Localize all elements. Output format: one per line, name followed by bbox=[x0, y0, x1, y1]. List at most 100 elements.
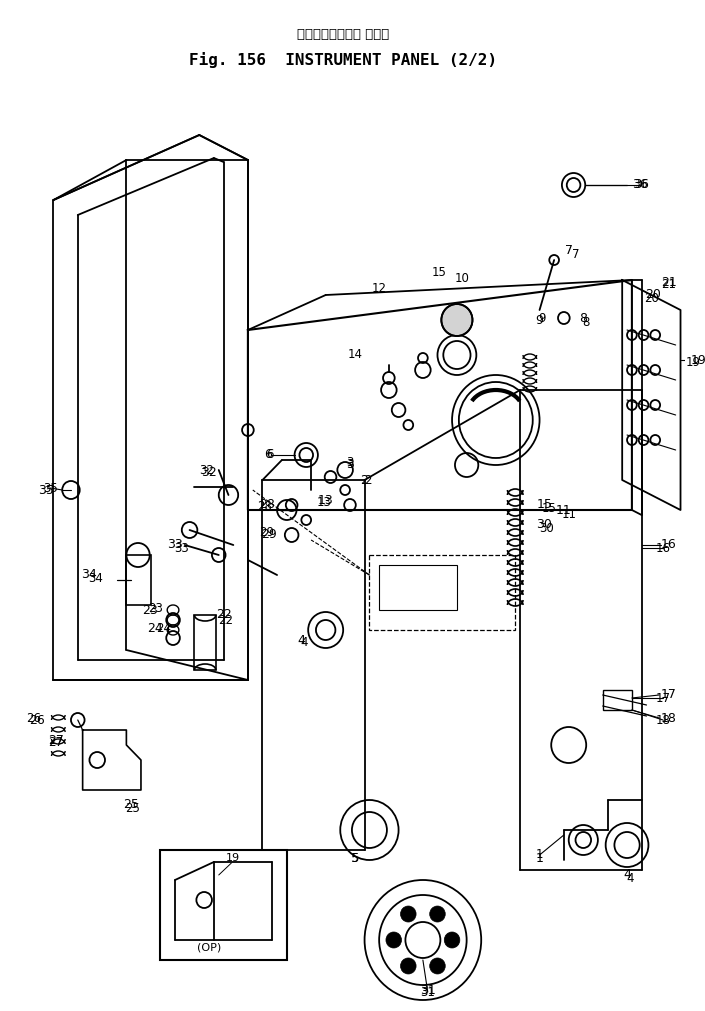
Text: 11: 11 bbox=[561, 509, 576, 522]
Circle shape bbox=[300, 448, 313, 462]
Circle shape bbox=[627, 400, 637, 410]
Text: 17: 17 bbox=[661, 688, 677, 702]
Text: 4: 4 bbox=[300, 636, 308, 648]
Text: 12: 12 bbox=[372, 281, 386, 294]
Text: 31: 31 bbox=[420, 986, 435, 999]
Circle shape bbox=[639, 435, 649, 445]
Text: 22: 22 bbox=[216, 609, 231, 622]
Text: 14: 14 bbox=[348, 349, 362, 362]
Text: 3: 3 bbox=[346, 456, 354, 468]
Text: 36: 36 bbox=[632, 179, 648, 191]
Text: (OP): (OP) bbox=[197, 942, 221, 952]
Bar bbox=[369, 555, 515, 630]
Text: 36: 36 bbox=[634, 179, 649, 191]
Text: 25: 25 bbox=[125, 802, 140, 815]
Text: 15: 15 bbox=[537, 498, 552, 512]
Text: 3: 3 bbox=[346, 459, 354, 471]
Text: 4: 4 bbox=[623, 868, 631, 882]
Text: 19: 19 bbox=[686, 356, 701, 368]
Bar bbox=[195, 615, 216, 670]
Circle shape bbox=[400, 906, 416, 922]
Text: 7: 7 bbox=[572, 249, 580, 262]
Circle shape bbox=[651, 365, 660, 375]
Circle shape bbox=[429, 906, 446, 922]
Text: 2: 2 bbox=[361, 473, 369, 486]
Text: 32: 32 bbox=[200, 463, 214, 476]
Text: 19: 19 bbox=[690, 354, 705, 367]
Text: 1: 1 bbox=[536, 851, 544, 864]
Text: 4: 4 bbox=[626, 871, 634, 885]
Text: Fig. 156  INSTRUMENT PANEL (2/2): Fig. 156 INSTRUMENT PANEL (2/2) bbox=[189, 52, 497, 68]
Bar bbox=[379, 565, 457, 610]
Text: 11: 11 bbox=[556, 503, 572, 517]
Text: 28: 28 bbox=[257, 499, 272, 513]
Text: 5: 5 bbox=[351, 851, 359, 864]
Text: 33: 33 bbox=[174, 542, 189, 554]
Text: 17: 17 bbox=[656, 692, 670, 705]
Text: 24: 24 bbox=[156, 622, 171, 635]
Text: 6: 6 bbox=[264, 449, 272, 461]
Bar bbox=[161, 850, 287, 960]
Circle shape bbox=[639, 365, 649, 375]
Text: 10: 10 bbox=[454, 272, 470, 284]
Text: 29: 29 bbox=[262, 529, 277, 542]
Circle shape bbox=[627, 330, 637, 340]
Text: 32: 32 bbox=[201, 465, 217, 478]
Text: 6: 6 bbox=[266, 449, 274, 461]
Text: 8: 8 bbox=[580, 311, 587, 325]
Circle shape bbox=[627, 435, 637, 445]
Text: 19: 19 bbox=[226, 853, 240, 863]
Text: 25: 25 bbox=[123, 799, 139, 812]
Text: 20: 20 bbox=[645, 288, 661, 301]
Text: 34: 34 bbox=[88, 571, 103, 584]
Text: 24: 24 bbox=[147, 622, 164, 635]
Text: 26: 26 bbox=[27, 712, 42, 725]
Text: 33: 33 bbox=[167, 539, 183, 551]
Text: 26: 26 bbox=[29, 714, 45, 727]
Text: 8: 8 bbox=[582, 315, 590, 329]
Circle shape bbox=[651, 330, 660, 340]
Circle shape bbox=[639, 330, 649, 340]
Text: 1: 1 bbox=[536, 848, 544, 861]
Text: 16: 16 bbox=[661, 539, 677, 551]
Text: 18: 18 bbox=[656, 714, 670, 727]
Text: 30: 30 bbox=[539, 522, 553, 535]
Circle shape bbox=[444, 932, 460, 948]
Circle shape bbox=[219, 485, 238, 506]
Circle shape bbox=[400, 958, 416, 974]
Text: 2: 2 bbox=[364, 473, 372, 486]
Text: 16: 16 bbox=[656, 542, 670, 554]
Text: 4: 4 bbox=[298, 634, 305, 646]
Text: 21: 21 bbox=[661, 276, 677, 289]
Text: 27: 27 bbox=[48, 735, 63, 748]
Text: 20: 20 bbox=[644, 291, 658, 304]
Text: 31: 31 bbox=[420, 984, 436, 997]
Text: 27: 27 bbox=[49, 734, 64, 746]
Circle shape bbox=[639, 400, 649, 410]
Text: 30: 30 bbox=[537, 519, 552, 532]
Bar bbox=[126, 555, 151, 605]
Text: 34: 34 bbox=[82, 568, 97, 581]
Text: インスツルメント パネル: インスツルメント パネル bbox=[297, 28, 389, 41]
Circle shape bbox=[651, 400, 660, 410]
Text: 7: 7 bbox=[565, 244, 572, 257]
Circle shape bbox=[429, 958, 446, 974]
Text: 35: 35 bbox=[43, 481, 58, 494]
Text: 22: 22 bbox=[218, 614, 233, 627]
Circle shape bbox=[627, 365, 637, 375]
Text: 35: 35 bbox=[37, 483, 54, 496]
Text: 13: 13 bbox=[318, 493, 333, 507]
Text: 15: 15 bbox=[432, 266, 447, 278]
Text: 21: 21 bbox=[661, 278, 676, 291]
Text: 23: 23 bbox=[148, 602, 163, 615]
Text: 23: 23 bbox=[142, 604, 157, 617]
Circle shape bbox=[441, 304, 472, 336]
Text: 13: 13 bbox=[317, 495, 331, 509]
Text: 15: 15 bbox=[542, 501, 557, 515]
Circle shape bbox=[386, 932, 402, 948]
Text: 28: 28 bbox=[259, 498, 275, 512]
Text: 29: 29 bbox=[259, 526, 274, 539]
Text: 5: 5 bbox=[351, 851, 359, 864]
Circle shape bbox=[651, 435, 660, 445]
Text: 9: 9 bbox=[536, 313, 544, 327]
